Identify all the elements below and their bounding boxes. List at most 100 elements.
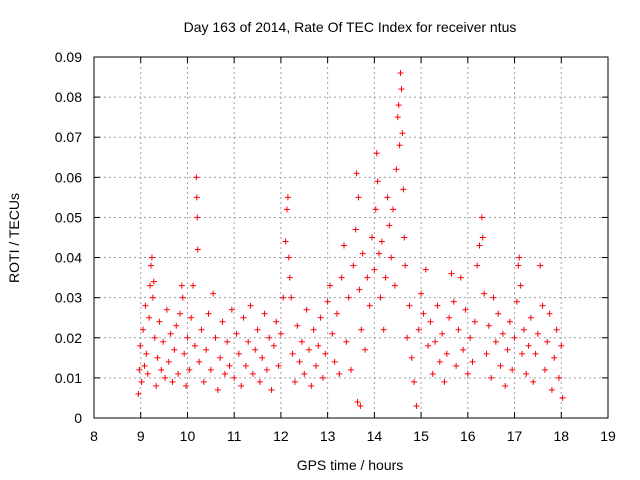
data-point [322, 350, 329, 357]
x-axis-label: GPS time / hours [297, 457, 404, 473]
data-point [404, 334, 411, 341]
data-point [415, 326, 422, 333]
data-point [548, 386, 555, 393]
data-point [558, 342, 565, 349]
data-point [520, 326, 527, 333]
data-point [382, 274, 389, 281]
data-point [519, 350, 526, 357]
data-point [372, 206, 379, 213]
data-point [167, 330, 174, 337]
data-point [420, 310, 427, 317]
data-point [485, 322, 492, 329]
data-point [203, 346, 210, 353]
data-point [434, 302, 441, 309]
y-tick-label: 0.01 [55, 370, 82, 386]
data-point [517, 282, 524, 289]
data-point [537, 262, 544, 269]
data-point [348, 366, 354, 373]
x-tick-label: 19 [600, 428, 616, 444]
data-point [509, 366, 516, 373]
data-point [398, 86, 405, 93]
data-point [476, 242, 483, 249]
data-point [356, 286, 363, 293]
data-point [252, 346, 259, 353]
data-point [386, 222, 393, 229]
data-point [194, 214, 201, 221]
data-point [436, 358, 443, 365]
data-point [305, 346, 312, 353]
data-point [162, 374, 169, 381]
data-point [294, 322, 301, 329]
data-point [413, 402, 420, 409]
data-point [441, 378, 448, 385]
data-point [453, 362, 460, 369]
data-point [329, 330, 336, 337]
data-point [474, 262, 481, 269]
data-point [146, 314, 153, 321]
data-point [136, 366, 143, 373]
data-point [516, 254, 523, 261]
data-point [350, 262, 357, 269]
data-point [488, 374, 495, 381]
data-point [504, 346, 511, 353]
y-tick-label: 0.02 [55, 330, 82, 346]
data-point [160, 338, 167, 345]
data-point [219, 318, 226, 325]
data-point [301, 370, 308, 377]
data-point [158, 366, 165, 373]
data-point [343, 338, 350, 345]
data-point [422, 266, 429, 273]
data-point [183, 382, 190, 389]
data-points [135, 70, 566, 409]
data-point [156, 318, 163, 325]
data-point [369, 234, 376, 241]
data-point [205, 310, 212, 317]
x-tick-label: 8 [90, 428, 98, 444]
data-point [469, 358, 476, 365]
data-point [173, 322, 180, 329]
data-point [462, 306, 469, 313]
data-point [532, 350, 539, 357]
data-point [286, 274, 293, 281]
data-point [176, 310, 183, 317]
data-point [388, 254, 395, 261]
data-point [378, 238, 385, 245]
data-point [490, 294, 497, 301]
data-point [345, 294, 352, 301]
data-point [534, 330, 541, 337]
data-point [530, 378, 537, 385]
data-point [150, 278, 157, 285]
data-point [390, 206, 397, 213]
data-point [194, 246, 201, 253]
data-point [247, 302, 254, 309]
data-point [153, 382, 160, 389]
y-tick-label: 0 [74, 410, 82, 426]
data-point [376, 250, 383, 257]
data-point [427, 318, 434, 325]
data-point [394, 114, 401, 121]
data-point [429, 370, 436, 377]
x-tick-label: 15 [413, 428, 429, 444]
data-point [443, 350, 450, 357]
data-point [280, 294, 287, 301]
data-point [210, 290, 217, 297]
x-tick-label: 16 [460, 428, 476, 444]
data-point [393, 166, 400, 173]
data-point [188, 314, 195, 321]
data-point [233, 330, 240, 337]
data-point [266, 334, 273, 341]
data-point [144, 370, 151, 377]
data-point [259, 354, 266, 361]
data-point [374, 178, 381, 185]
data-point [467, 334, 474, 341]
x-tick-label: 11 [227, 428, 242, 444]
data-point [217, 354, 224, 361]
data-point [308, 382, 315, 389]
data-point [326, 282, 333, 289]
data-point [515, 262, 522, 269]
data-point [235, 350, 242, 357]
data-point [354, 398, 361, 405]
data-point [190, 282, 197, 289]
data-point [396, 142, 403, 149]
data-point [149, 294, 156, 301]
